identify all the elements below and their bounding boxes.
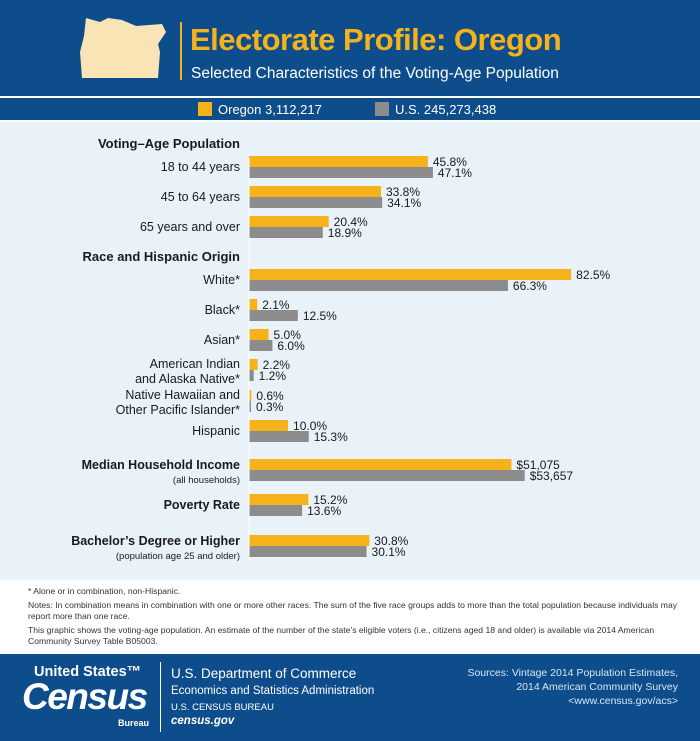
logo-top-text: United States™ [34,664,142,680]
bar-us [249,370,254,381]
data-label-us: 0.3% [256,400,284,414]
legend-item-oregon: Oregon 3,112,217 [198,102,322,117]
sources-line-1: Sources: Vintage 2014 Population Estimat… [467,667,678,679]
sources: Sources: Vintage 2014 Population Estimat… [467,666,678,708]
department-name: U.S. Department of Commerce [171,666,357,681]
bar-us [249,431,309,442]
category-label: White* [203,273,240,287]
bar-oregon [249,299,258,310]
census-logo: United States™ Census Bureau [22,662,157,732]
category-label-line2: and Alaska Native* [135,372,240,386]
category-label: American Indian [150,357,240,371]
category-label: 45 to 64 years [161,190,240,204]
section-title: Voting–Age Population [98,136,240,151]
data-label-us: 13.6% [307,504,341,518]
data-label-us: 15.3% [314,430,348,444]
category-sublabel: (population age 25 and older) [116,551,240,562]
category-label: 65 years and over [140,220,240,234]
data-label-oregon: $51,075 [516,458,560,472]
bar-us [249,310,298,321]
footnote-asterisk: * Alone or in combination, non-Hispanic. [28,586,181,596]
data-label-us: 34.1% [387,196,421,210]
sources-line-2: 2014 American Community Survey [516,681,678,693]
category-label: Poverty Rate [164,498,240,512]
legend-label-us: U.S. 245,273,438 [395,102,497,117]
data-label-oregon: 2.1% [262,298,290,312]
logo-bottom-text: Bureau [118,718,150,728]
bar-us [249,340,273,351]
header-divider [180,22,182,80]
sources-line-3: <www.census.gov/acs> [568,695,678,707]
legend-label-oregon: Oregon 3,112,217 [218,102,322,117]
header: Electorate Profile: Oregon Selected Char… [0,0,700,96]
bar-oregon [249,329,269,340]
footnote-notes: Notes: In combination means in combinati… [28,600,678,621]
data-label-us: 47.1% [438,166,472,180]
bar-us [249,227,323,238]
bar-oregon [249,420,289,431]
data-label-us: 66.3% [513,279,547,293]
data-label-oregon: 15.2% [313,493,347,507]
data-label-oregon: 82.5% [576,268,610,282]
data-label-us: 30.1% [372,545,406,559]
category-label: Asian* [204,333,240,347]
bar-us [249,401,251,412]
data-label-us: 1.2% [259,369,287,383]
oregon-state-icon [80,18,166,78]
legend-swatch-oregon [198,102,212,116]
bar-oregon [249,156,428,167]
bar-oregon [249,535,370,546]
footnotes: * Alone or in combination, non-Hispanic.… [28,586,678,650]
logo-main-text: Census [22,676,148,717]
bar-us [249,470,525,481]
data-label-us: $53,657 [530,469,574,483]
category-label: Bachelor’s Degree or Higher [71,534,240,548]
bar-oregon [249,186,381,197]
legend: Oregon 3,112,217 U.S. 245,273,438 [0,96,700,122]
legend-item-us: U.S. 245,273,438 [375,102,496,117]
bar-us [249,505,303,516]
bar-us [249,197,383,208]
data-label-oregon: 5.0% [274,328,302,342]
bar-oregon [249,216,329,227]
bar-us [249,546,367,557]
section-title: Race and Hispanic Origin [83,249,241,264]
footnote-graphic: This graphic shows the voting-age popula… [28,625,655,646]
data-label-oregon: 30.8% [374,534,408,548]
data-label-oregon: 2.2% [263,358,291,372]
bar-oregon [249,359,258,370]
bar-oregon [249,459,512,470]
bar-us [249,280,508,291]
bureau-name: U.S. CENSUS BUREAU [171,702,274,713]
category-label: Hispanic [192,424,240,438]
data-label-oregon: 0.6% [256,389,284,403]
bar-oregon [249,494,309,505]
category-sublabel: (all households) [173,475,240,486]
category-label: 18 to 44 years [161,160,240,174]
category-label-line2: Other Pacific Islander* [116,403,240,417]
legend-swatch-us [375,102,389,116]
bar-us [249,167,433,178]
footer: United States™ Census Bureau U.S. Depart… [0,654,700,741]
data-label-oregon: 20.4% [334,215,368,229]
data-label-us: 12.5% [303,309,337,323]
page-title: Electorate Profile: Oregon [190,22,562,57]
category-label: Black* [205,303,241,317]
data-label-oregon: 10.0% [293,419,327,433]
esa-name: Economics and Statistics Administration [171,685,375,697]
data-label-oregon: 45.8% [433,155,467,169]
bar-oregon [249,390,252,401]
category-label: Native Hawaiian and [125,388,240,402]
data-label-us: 6.0% [277,339,305,353]
category-label: Median Household Income [82,458,240,472]
footer-divider [160,662,161,732]
data-label-oregon: 33.8% [386,185,420,199]
data-label-us: 18.9% [328,226,362,240]
page-subtitle: Selected Characteristics of the Voting-A… [191,65,559,82]
bar-chart: Voting–Age Population 45.8%47.1% 18 to 44 … [71,136,611,562]
bar-oregon [249,269,572,280]
census-site-link[interactable]: census.gov [171,715,235,727]
